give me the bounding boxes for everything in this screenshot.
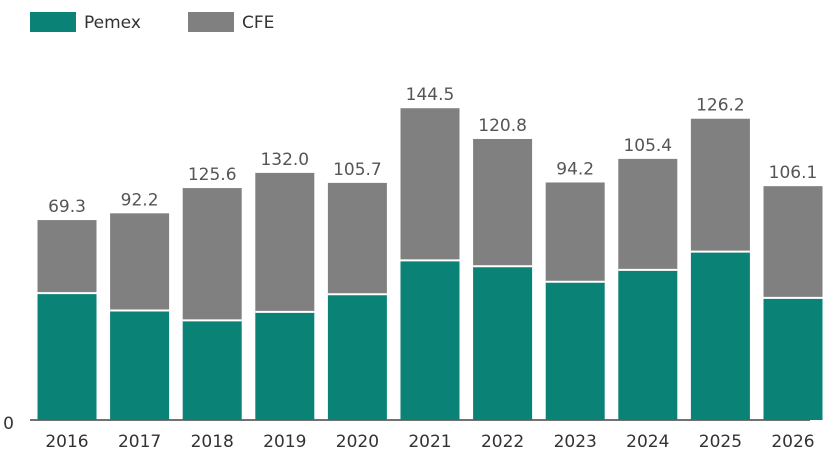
bar-segment	[618, 158, 678, 270]
bar-segment	[327, 182, 387, 295]
x-tick-label: 2017	[118, 432, 161, 452]
bar-segment	[327, 294, 387, 420]
bar-segment	[690, 251, 750, 420]
bar-segment	[37, 220, 97, 294]
bar-segment	[37, 293, 97, 420]
y-tick-label: 0	[3, 414, 14, 434]
legend-label: CFE	[242, 13, 274, 33]
data-label: 126.2	[696, 96, 745, 116]
data-label: 69.3	[48, 197, 86, 217]
legend-label: Pemex	[84, 13, 141, 33]
x-tick-label: 2018	[191, 432, 234, 452]
data-label: 106.1	[769, 163, 818, 183]
bar-segment	[473, 138, 533, 267]
bar-segment	[400, 108, 460, 261]
data-label: 125.6	[188, 165, 237, 185]
x-tick-label: 2016	[45, 432, 88, 452]
bar-segment	[473, 266, 533, 420]
bar-segment	[182, 188, 242, 321]
x-tick-label: 2024	[626, 432, 669, 452]
bar-segment	[545, 182, 605, 282]
x-tick-label: 2021	[408, 432, 451, 452]
bar-segment	[763, 297, 823, 420]
bar-segment	[182, 320, 242, 420]
bar-segment	[618, 269, 678, 420]
data-label: 105.4	[623, 136, 672, 156]
data-label: 144.5	[406, 85, 455, 105]
x-tick-label: 2025	[699, 432, 742, 452]
legend-swatch	[188, 12, 234, 32]
bar-segment	[690, 118, 750, 252]
bar-segment	[255, 172, 315, 312]
data-label: 94.2	[556, 159, 594, 179]
x-tick-label: 2026	[771, 432, 814, 452]
x-tick-label: 2019	[263, 432, 306, 452]
bar-segment	[110, 213, 170, 311]
x-tick-label: 2020	[336, 432, 379, 452]
bar-segment	[763, 186, 823, 298]
x-tick-label: 2023	[554, 432, 597, 452]
data-label: 92.2	[121, 190, 159, 210]
bar-segment	[110, 310, 170, 420]
data-label: 120.8	[478, 116, 527, 136]
bar-segment	[255, 311, 315, 420]
data-label: 105.7	[333, 160, 382, 180]
x-tick-label: 2022	[481, 432, 524, 452]
data-label: 132.0	[260, 150, 309, 170]
bar-segment	[400, 260, 460, 420]
bar-segment	[545, 281, 605, 420]
legend-swatch	[30, 12, 76, 32]
